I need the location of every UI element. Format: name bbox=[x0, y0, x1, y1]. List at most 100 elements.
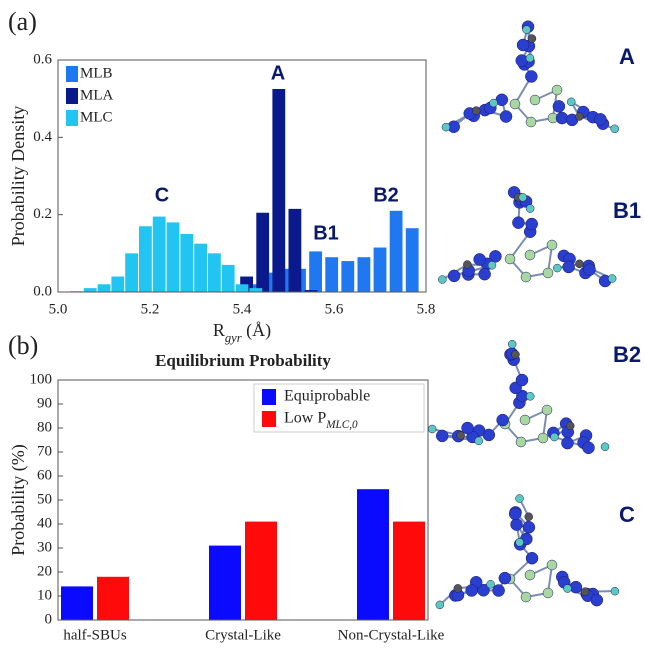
y-tick-label: 100 bbox=[30, 371, 53, 387]
atom bbox=[436, 601, 444, 609]
atom bbox=[510, 99, 520, 109]
atom bbox=[472, 107, 480, 115]
atom bbox=[520, 415, 530, 425]
atom bbox=[611, 125, 619, 133]
bar bbox=[111, 277, 124, 292]
atom bbox=[567, 98, 575, 106]
atom bbox=[553, 264, 561, 272]
bar bbox=[357, 489, 389, 620]
atom bbox=[521, 592, 531, 602]
atom bbox=[493, 585, 505, 597]
page: {"panel_labels": ["(a)", "(b)"], "struct… bbox=[0, 0, 645, 651]
bar bbox=[194, 244, 207, 292]
y-tick-label: 20 bbox=[37, 563, 52, 579]
figure: (a) (b) A B1 B2 C A B1 B2 C 0.00.20.40.6… bbox=[0, 0, 645, 651]
atom bbox=[526, 218, 538, 230]
atom bbox=[570, 581, 582, 593]
bar bbox=[180, 234, 193, 292]
atom bbox=[552, 85, 562, 95]
x-tick-label: 5.8 bbox=[417, 301, 436, 317]
atom bbox=[525, 570, 535, 580]
atom bbox=[591, 594, 603, 606]
atom bbox=[526, 54, 534, 62]
atom bbox=[454, 584, 462, 592]
y-axis-label: Probability (%) bbox=[8, 444, 29, 555]
structure-label: B2 bbox=[613, 342, 641, 367]
bar bbox=[341, 261, 354, 292]
bar bbox=[97, 577, 129, 620]
bar bbox=[153, 217, 166, 292]
bar bbox=[249, 288, 262, 292]
x-tick-label: 5.6 bbox=[325, 301, 344, 317]
x-tick-label: 5.4 bbox=[233, 301, 252, 317]
bar bbox=[222, 265, 235, 292]
atom bbox=[526, 205, 534, 213]
y-tick-label: 70 bbox=[37, 443, 52, 459]
y-tick-label: 0 bbox=[45, 611, 53, 627]
atom bbox=[563, 261, 575, 273]
atom bbox=[553, 100, 565, 112]
molecule bbox=[442, 21, 619, 133]
atom bbox=[512, 217, 524, 229]
atom bbox=[543, 588, 553, 598]
atom bbox=[526, 392, 534, 400]
y-tick-label: 60 bbox=[37, 467, 52, 483]
y-tick-label: 40 bbox=[37, 515, 52, 531]
y-tick-label: 50 bbox=[37, 491, 52, 507]
molecule bbox=[428, 340, 609, 454]
bar bbox=[309, 251, 322, 292]
bar bbox=[358, 257, 371, 292]
bar bbox=[139, 226, 152, 292]
legend-label: Equiprobable bbox=[284, 388, 370, 405]
x-axis-label: Rgyr (Å) bbox=[213, 320, 271, 345]
atom bbox=[528, 35, 536, 43]
y-tick-label: 0.4 bbox=[33, 129, 52, 145]
bar bbox=[167, 222, 180, 292]
atom bbox=[547, 240, 557, 250]
molecule bbox=[438, 186, 616, 287]
bar bbox=[390, 211, 403, 292]
atom bbox=[516, 437, 526, 447]
atom bbox=[516, 538, 524, 546]
atom bbox=[497, 414, 509, 426]
atom bbox=[474, 253, 486, 265]
atom bbox=[608, 275, 616, 283]
bar bbox=[209, 546, 241, 620]
atom bbox=[582, 442, 594, 454]
chart-title: Equilibrium Probability bbox=[155, 351, 331, 370]
atom bbox=[517, 39, 529, 51]
legend-label: MLC bbox=[80, 109, 113, 125]
annotation: C bbox=[155, 184, 169, 206]
y-tick-label: 0.6 bbox=[33, 51, 52, 67]
atom bbox=[561, 437, 573, 449]
annotation: B1 bbox=[313, 222, 339, 244]
panel-label: (a) bbox=[8, 7, 37, 36]
annotation: A bbox=[271, 62, 285, 84]
y-tick-label: 0.0 bbox=[33, 283, 52, 299]
atom bbox=[526, 117, 536, 127]
bar bbox=[245, 522, 277, 620]
atom bbox=[519, 193, 527, 201]
y-tick-label: 10 bbox=[37, 587, 52, 603]
atom bbox=[499, 572, 511, 584]
bar bbox=[236, 284, 249, 292]
atom bbox=[516, 495, 524, 503]
atom bbox=[526, 552, 538, 564]
atom bbox=[594, 113, 606, 125]
atom bbox=[523, 26, 531, 34]
atom bbox=[438, 276, 446, 284]
atom bbox=[442, 123, 450, 131]
bar bbox=[256, 213, 269, 292]
atom bbox=[466, 584, 478, 596]
atom bbox=[488, 261, 496, 269]
bar bbox=[272, 89, 285, 292]
atom bbox=[511, 351, 519, 359]
y-tick-label: 0.2 bbox=[33, 206, 52, 222]
legend-swatch bbox=[66, 66, 78, 82]
y-tick-label: 80 bbox=[37, 419, 52, 435]
bar bbox=[98, 284, 111, 292]
legend-swatch bbox=[262, 411, 276, 427]
atom bbox=[566, 422, 574, 430]
atom bbox=[538, 433, 548, 443]
bar bbox=[61, 586, 93, 620]
